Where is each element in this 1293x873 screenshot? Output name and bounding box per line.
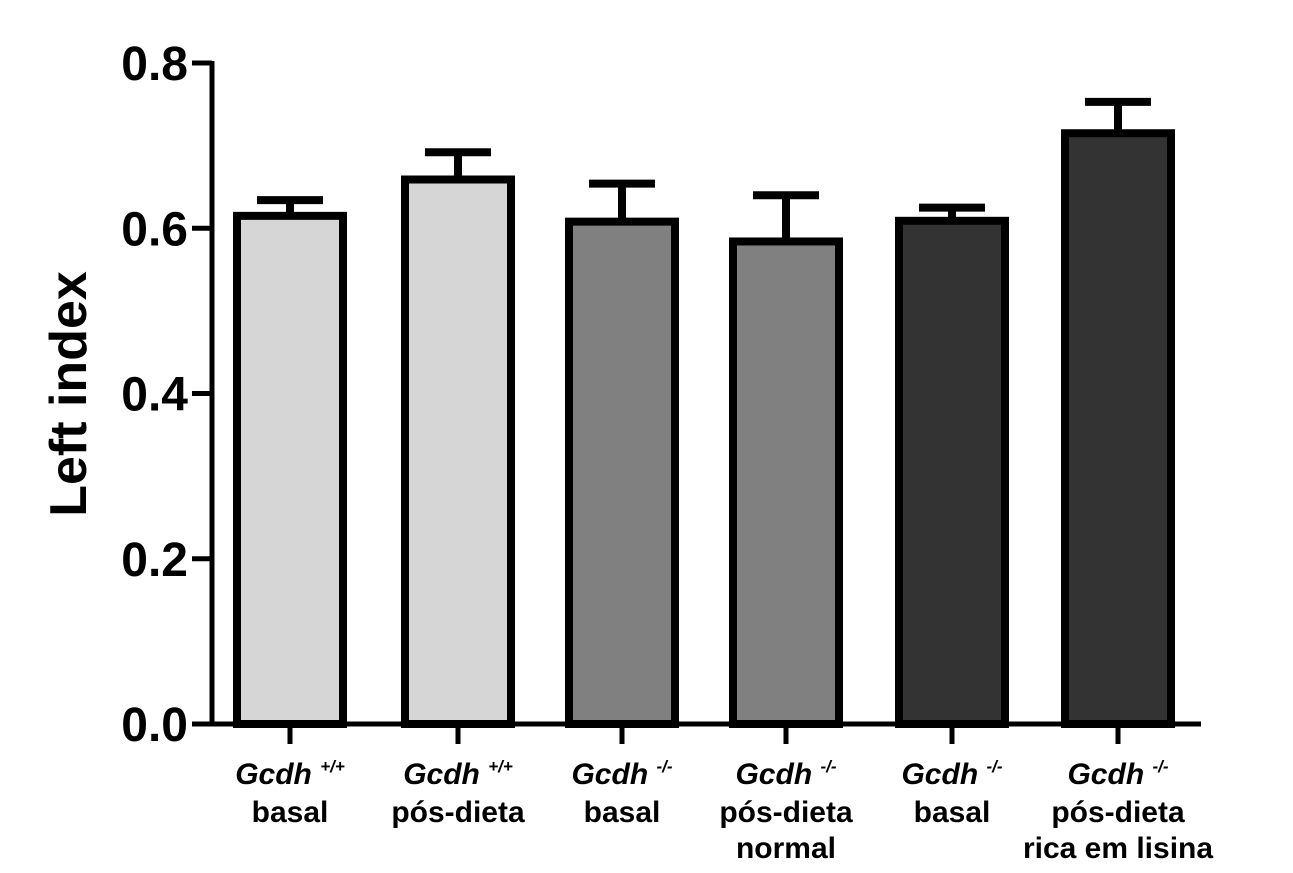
y-axis: 0.0 0.2 0.4 0.6 0.8 [121,38,215,752]
y-tick-label-2: 0.2 [121,534,188,587]
x-tick-label-4-gene: Gcdh -/- [735,757,836,791]
bar-5 [895,216,1009,728]
bar-2 [401,175,515,729]
x-tick-label-3-line-1: basal [584,796,661,829]
x-tick-label-4-line-1: pós-dieta [719,796,853,829]
x-tick-label-2-gene: Gcdh +/+ [403,757,513,791]
bar-4 [729,237,843,728]
y-tick-label-3: 0.4 [121,369,188,422]
x-tick-label-6-line-1: pós-dieta [1051,796,1185,829]
y-tick-label-4: 0.6 [121,203,188,256]
bar-3 [565,217,679,728]
y-axis-label: Left index [40,271,98,517]
x-tick-label-3-gene: Gcdh -/- [571,757,672,791]
x-tick-label-2-line-1: pós-dieta [391,796,525,829]
x-tick-label-6-gene: Gcdh -/- [1067,757,1168,791]
bar-1 [233,211,347,728]
bars-layer [233,97,1175,729]
x-tick-label-1-line-1: basal [252,796,329,829]
x-axis: Gcdh +/+ basal Gcdh +/+ pós-dieta Gcdh -/- ba… [210,721,1213,865]
y-tick-label-1: 0.0 [121,699,188,752]
x-tick-label-1-gene: Gcdh +/+ [235,757,345,791]
bar-6 [1061,129,1175,728]
x-tick-label-4-line-2: normal [736,832,836,865]
x-tick-label-6-line-2: rica em lisina [1023,832,1213,865]
x-tick-label-5-line-1: basal [914,796,991,829]
x-tick-label-5-gene: Gcdh -/- [901,757,1002,791]
y-tick-label-5: 0.8 [121,38,188,91]
